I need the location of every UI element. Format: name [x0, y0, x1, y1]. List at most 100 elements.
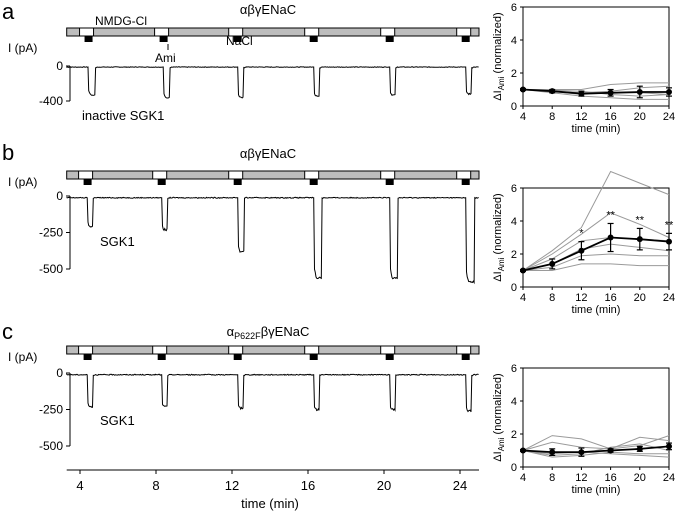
trace-path	[66, 196, 479, 285]
individual-experiment-line	[522, 89, 669, 100]
nmdg-segment	[79, 27, 95, 37]
x-tick-label: 20	[634, 292, 646, 304]
ami-marker	[461, 36, 470, 42]
x-axis-label: time (min)	[572, 484, 621, 496]
nmdg-segment	[456, 27, 472, 37]
time-axis-tick-label: 20	[377, 478, 391, 493]
mean-point	[607, 234, 614, 241]
individual-experiment-line	[522, 435, 670, 451]
y-tick-label: 2	[511, 429, 517, 441]
mean-point	[578, 90, 585, 97]
y-tick-label: 2	[511, 249, 517, 261]
individual-experiment-line	[522, 212, 670, 271]
nmdg-segment	[456, 345, 472, 355]
current-trace-c: 0 -250 -500	[39, 366, 479, 453]
y-label-sub: Ami	[497, 257, 506, 271]
x-tick-label: 16	[604, 292, 616, 304]
time-axis-tick-label: 8	[152, 478, 159, 493]
nmdg-segment	[78, 170, 94, 180]
trace-path	[66, 373, 479, 413]
mean-point	[636, 88, 643, 95]
ami-marker	[461, 179, 470, 185]
nacl-bar	[66, 345, 480, 355]
x-tick-label: 8	[549, 292, 555, 304]
y-axis-label: ΔIAmi (normalized)	[492, 373, 506, 461]
nmdg-segment	[304, 170, 320, 180]
y-tick-label: 6	[511, 2, 517, 14]
mean-point	[607, 447, 614, 454]
panel-b: b αβγENaC I (pA) SGK1 0 -250 -500	[2, 140, 480, 285]
ami-marker	[159, 36, 168, 42]
plot-frame	[522, 367, 670, 468]
nmdg-segment	[304, 345, 320, 355]
nmdg-segment	[380, 170, 396, 180]
mean-point	[520, 86, 526, 93]
x-tick-label: 24	[663, 111, 675, 123]
mean-point	[666, 238, 672, 245]
mean-point	[520, 267, 526, 274]
x-tick-label: 4	[520, 292, 526, 304]
x-tick-label: 8	[549, 472, 555, 484]
nmdg-segment	[456, 170, 472, 180]
panel-letter-c: c	[2, 319, 13, 344]
ami-marker	[84, 36, 93, 42]
panel-a: a αβγENaC NMDG-Cl NaCl Ami I (pA) inacti…	[2, 0, 480, 123]
nacl-bar	[66, 27, 480, 37]
panel-c-title: αP622FβγENaC	[227, 324, 310, 341]
nmdg-segment	[152, 345, 168, 355]
y-label-main: ΔI	[492, 271, 504, 281]
time-axis-tick-label: 4	[76, 478, 83, 493]
mean-point	[578, 449, 585, 456]
y-label-main: ΔI	[492, 451, 504, 461]
individual-experiment-line	[522, 243, 670, 271]
panel-letter-a: a	[2, 0, 15, 24]
x-tick-label: 20	[634, 472, 646, 484]
mean-point	[666, 443, 672, 450]
label-ami: Ami	[155, 51, 176, 65]
x-tick-label: 16	[604, 111, 616, 123]
y-label-suffix: (normalized)	[492, 193, 504, 257]
x-tick-label: 24	[663, 292, 675, 304]
nacl-bar	[66, 170, 480, 180]
nmdg-segment	[152, 170, 168, 180]
x-tick-label: 24	[663, 472, 675, 484]
time-axis-tick-label: 12	[225, 478, 239, 493]
nmdg-segment	[78, 345, 94, 355]
trace-label-c: SGK1	[100, 413, 135, 428]
x-tick-label: 12	[575, 472, 587, 484]
trace-y-tick-label: -250	[39, 226, 63, 240]
y-label-sub: Ami	[497, 76, 506, 90]
nmdg-segment	[228, 170, 244, 180]
ami-marker	[157, 354, 166, 360]
mean-point	[636, 445, 643, 452]
trace-time-axis-label: time (min)	[241, 496, 299, 511]
x-tick-label: 16	[604, 472, 616, 484]
trace-y-tick-label: 0	[56, 366, 63, 380]
ami-marker	[83, 179, 92, 185]
ami-marker	[233, 354, 242, 360]
individual-experiment-line	[523, 263, 669, 271]
mean-line	[522, 445, 670, 453]
mean-point	[636, 236, 643, 243]
ami-marker	[385, 179, 394, 185]
mean-point	[549, 260, 556, 267]
trace-y-tick-label: -400	[39, 94, 63, 108]
trace-label-a: inactive SGK1	[82, 108, 164, 123]
y-label-main: ΔI	[492, 90, 504, 100]
significance-mark: **	[665, 219, 674, 231]
current-trace-b: 0 -250 -500	[39, 189, 479, 285]
trace-ylabel-a: I (pA)	[8, 41, 37, 55]
x-tick-label: 4	[520, 111, 526, 123]
significance-mark: *	[579, 228, 584, 240]
solution-bar-a	[66, 27, 480, 42]
y-tick-label: 6	[511, 183, 517, 195]
ami-marker	[385, 354, 394, 360]
solution-bar-c	[66, 345, 480, 360]
current-trace-a: 0 -400	[39, 59, 479, 108]
trace-y-axis: 0 -250 -500	[39, 189, 71, 276]
ami-marker	[233, 36, 242, 42]
